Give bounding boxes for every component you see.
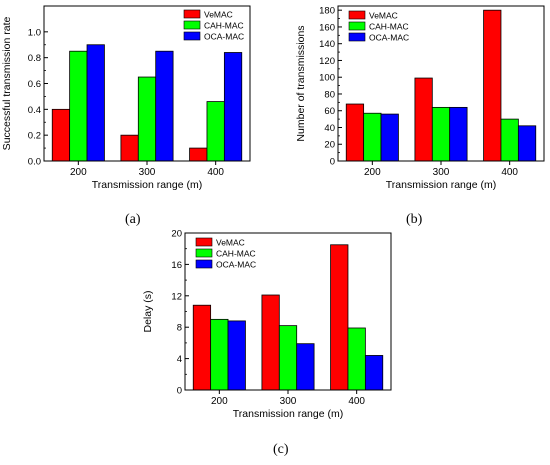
bar-vemac-300	[414, 77, 433, 162]
y-tick-label: 60	[324, 106, 335, 117]
legend-swatch-cah-mac	[348, 21, 366, 31]
x-tick-label: 300	[139, 167, 156, 178]
caption-b: (b)	[406, 212, 423, 227]
bar-cah-mac-200	[363, 112, 382, 162]
x-tick-label: 200	[364, 167, 381, 178]
y-tick-label: 16	[171, 260, 182, 271]
bar-oca-mac-200	[86, 44, 105, 162]
y-tick-label: 0.8	[28, 53, 41, 64]
bar-oca-mac-400	[364, 355, 384, 391]
bar-cah-mac-400	[500, 118, 519, 162]
x-axis-label: Transmission range (m)	[92, 179, 202, 191]
y-tick-label: 1.0	[28, 27, 41, 38]
legend-swatch-oca-mac	[195, 259, 213, 269]
y-tick-label: 40	[324, 123, 335, 134]
y-tick-label: 180	[319, 6, 335, 17]
y-tick-label: 8	[177, 323, 182, 334]
legend-swatch-cah-mac	[195, 248, 213, 258]
x-tick-label: 300	[433, 167, 450, 178]
y-tick-label: 20	[324, 140, 335, 151]
bar-oca-mac-300	[449, 106, 468, 162]
y-tick-label: 120	[319, 56, 335, 67]
legend-label-vemac: VeMAC	[369, 11, 398, 21]
y-tick-label: 160	[319, 22, 335, 33]
y-tick-label: 0.6	[28, 79, 41, 90]
y-axis-label: Number of transmissions	[295, 25, 307, 141]
bar-cah-mac-300	[278, 325, 298, 391]
y-tick-label: 0	[177, 386, 182, 397]
legend-swatch-vemac	[195, 237, 213, 247]
legend-swatch-oca-mac	[183, 31, 201, 41]
y-tick-label: 0.2	[28, 131, 41, 142]
legend-label-oca-mac: OCA-MAC	[216, 260, 256, 270]
bar-oca-mac-400	[223, 52, 243, 162]
x-axis-label: Transmission range (m)	[386, 179, 496, 191]
y-tick-label: 12	[171, 291, 182, 302]
x-tick-label: 200	[70, 167, 87, 178]
bar-vemac-400	[189, 147, 208, 162]
bar-cah-mac-400	[206, 101, 225, 162]
legend-swatch-cah-mac	[183, 20, 201, 30]
y-tick-label: 4	[177, 354, 182, 365]
caption-c: (c)	[273, 442, 289, 457]
bar-cah-mac-400	[347, 327, 366, 391]
bar-oca-mac-300	[296, 343, 315, 391]
legend-swatch-vemac	[183, 9, 201, 19]
y-tick-label: 0.0	[28, 157, 41, 168]
bar-oca-mac-400	[517, 125, 537, 162]
bar-cah-mac-200	[210, 318, 229, 391]
x-tick-label: 400	[348, 396, 365, 407]
bar-vemac-200	[192, 304, 212, 391]
caption-a: (a)	[125, 212, 141, 227]
bar-vemac-200	[345, 103, 365, 162]
x-tick-label: 300	[280, 396, 297, 407]
legend-label-cah-mac: CAH-MAC	[204, 21, 244, 31]
bar-vemac-400	[330, 244, 349, 391]
legend-label-vemac: VeMAC	[204, 10, 233, 20]
bar-oca-mac-200	[227, 320, 246, 391]
legend-label-cah-mac: CAH-MAC	[369, 22, 409, 32]
x-tick-label: 200	[211, 396, 228, 407]
bar-oca-mac-300	[155, 50, 174, 162]
chart-0: 0.0 0.2 0.4 0.6 0.8 1.0 200 300 400 Transmission …	[1, 5, 251, 191]
legend-label-cah-mac: CAH-MAC	[216, 249, 256, 259]
bar-vemac-300	[120, 134, 139, 162]
legend-swatch-oca-mac	[348, 32, 366, 42]
y-axis-label: Successful transmission rate	[1, 17, 13, 151]
legend-swatch-vemac	[348, 10, 366, 20]
y-tick-label: 0	[330, 157, 335, 168]
bar-cah-mac-200	[69, 50, 88, 162]
x-axis-label: Transmission range (m)	[233, 408, 343, 420]
legend-label-oca-mac: OCA-MAC	[369, 33, 409, 43]
bar-vemac-400	[483, 9, 502, 162]
y-tick-label: 140	[319, 39, 335, 50]
y-tick-label: 100	[319, 73, 335, 84]
y-axis-label: Delay (s)	[142, 290, 154, 332]
bar-oca-mac-200	[380, 113, 399, 162]
y-tick-label: 80	[324, 89, 335, 100]
legend-label-vemac: VeMAC	[216, 238, 245, 248]
legend-label-oca-mac: OCA-MAC	[204, 32, 244, 42]
y-tick-label: 0.4	[28, 105, 41, 116]
bar-vemac-200	[51, 108, 71, 162]
y-tick-label: 20	[171, 229, 182, 240]
bar-cah-mac-300	[431, 106, 451, 162]
bar-vemac-300	[261, 294, 280, 391]
chart-1: 0 20 40 60 80 100 120 140 160 180 200 300 400 Transmi…	[295, 5, 545, 191]
chart-2: 0 4 8 12 16 20 200 300 400 Transmission range (m)…	[142, 229, 392, 420]
x-tick-label: 400	[207, 167, 224, 178]
x-tick-label: 400	[501, 167, 518, 178]
bar-cah-mac-300	[137, 76, 157, 162]
